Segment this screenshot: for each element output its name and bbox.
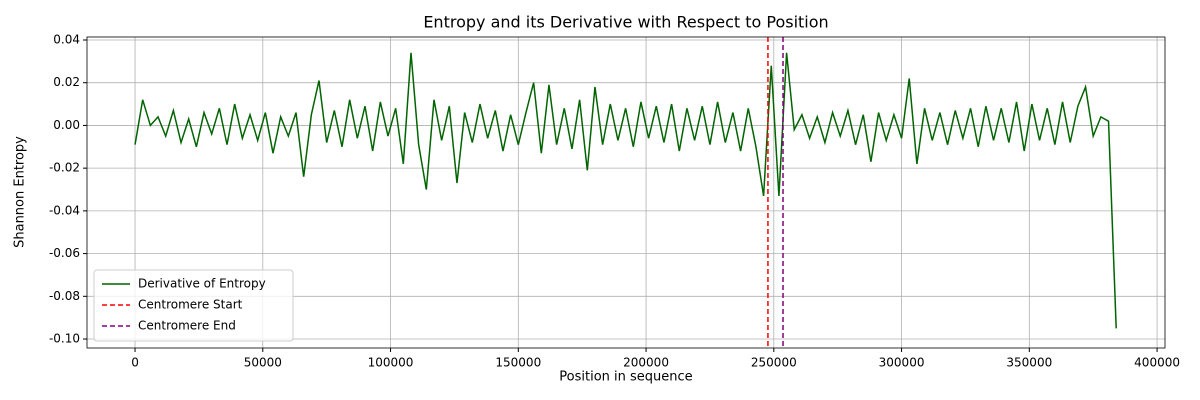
y-tick-label: 0.00	[53, 118, 80, 132]
legend-box	[93, 269, 294, 342]
y-tick-label: -0.04	[49, 203, 80, 217]
plot-frame	[86, 36, 1166, 349]
y-tick-label: -0.02	[49, 161, 80, 175]
chart-title: Entropy and its Derivative with Respect …	[423, 13, 828, 32]
legend-label: Centromere End	[138, 319, 236, 333]
x-tick-label: 200000	[623, 356, 669, 370]
legend-label: Derivative of Entropy	[138, 277, 266, 291]
y-axis-label: Shannon Entropy	[13, 136, 28, 248]
y-tick-label: 0.02	[53, 75, 80, 89]
x-tick-label: 100000	[368, 356, 414, 370]
x-tick-label: 350000	[1006, 356, 1052, 370]
x-axis-label: Position in sequence	[559, 370, 692, 385]
x-tick-label: 50000	[244, 356, 282, 370]
x-tick-label: 250000	[751, 356, 797, 370]
y-tick-label: -0.08	[49, 289, 80, 303]
data-line	[134, 52, 1117, 329]
x-tick-label: 150000	[495, 356, 541, 370]
x-tick-label: 400000	[1134, 356, 1180, 370]
y-tick-label: -0.10	[49, 332, 80, 346]
y-tick-label: 0.04	[53, 32, 80, 46]
legend-label: Centromere Start	[138, 298, 243, 312]
x-tick-label: 300000	[879, 356, 925, 370]
y-tick-label: -0.06	[49, 246, 80, 260]
x-tick-label: 0	[131, 356, 139, 370]
